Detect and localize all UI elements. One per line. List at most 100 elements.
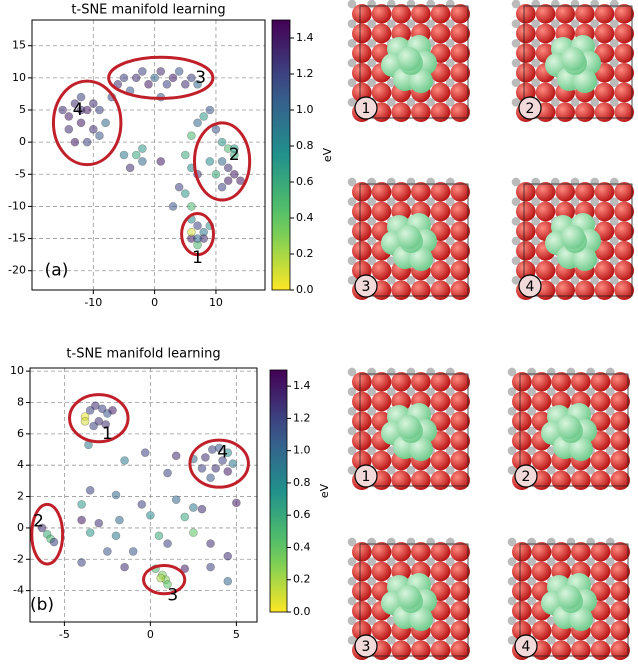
gap-atom (446, 197, 455, 206)
gap-atom (347, 367, 357, 377)
surface-atom (450, 581, 470, 602)
x-tick-label: 5 (233, 628, 240, 641)
point (206, 539, 215, 548)
point (140, 448, 150, 457)
surface-atom (516, 201, 536, 222)
gap-atom (347, 466, 357, 475)
gap-atom (446, 557, 455, 566)
gap-atom (511, 236, 521, 246)
structure-label: 4 (526, 279, 535, 295)
gap-atom (367, 217, 376, 226)
gap-atom (610, 217, 619, 226)
colorbar-tick-label: 0.4 (293, 540, 311, 553)
colorbar-tick-label: 1.2 (293, 411, 311, 424)
surface-atom (450, 280, 470, 300)
cluster-atom (557, 415, 581, 439)
surface-atom (516, 63, 536, 83)
point (85, 485, 95, 495)
gap-atom (606, 466, 615, 475)
point (223, 176, 233, 186)
surface-atom (430, 280, 451, 300)
gap-atom (347, 577, 357, 586)
gap-atom (531, 58, 540, 68)
surface-atom (411, 182, 431, 202)
cluster-ring (180, 212, 215, 257)
surface-atom (575, 182, 595, 202)
gap-atom (527, 407, 536, 416)
gap-atom (590, 19, 599, 28)
point (223, 163, 233, 173)
surface-atom (614, 82, 635, 103)
surface-atom (391, 542, 411, 562)
gap-atom (606, 557, 615, 566)
surface-atom (535, 4, 556, 24)
gap-atom (606, 446, 615, 455)
surface-atom (531, 391, 552, 412)
surface-atom (594, 102, 615, 122)
gap-atom (406, 276, 416, 285)
gap-atom (527, 596, 536, 606)
point (131, 73, 141, 83)
cluster-atom (557, 585, 581, 609)
point (137, 500, 147, 509)
surface-atom (571, 470, 591, 490)
gap-atom (406, 197, 416, 206)
cell-frame (359, 5, 469, 119)
gap-atom (507, 537, 517, 547)
gap-atom (551, 197, 560, 206)
point (171, 451, 181, 461)
surface-atom (411, 4, 431, 24)
point (85, 528, 95, 537)
x-tick-label: 10 (209, 296, 223, 309)
point (120, 562, 129, 572)
surface-atom (430, 102, 451, 122)
gap-atom (367, 78, 376, 87)
gap-atom (367, 256, 376, 265)
gap-atom (446, 577, 455, 586)
surface-atom (516, 182, 536, 202)
gap-atom (387, 197, 396, 206)
gap-atom (387, 19, 396, 28)
surface-atom (450, 23, 470, 44)
y-tick-label: 10 (12, 71, 26, 84)
surface-atom (430, 23, 451, 44)
point (77, 515, 86, 525)
colorbar-tick-label: 0.4 (296, 211, 314, 224)
gap-atom (426, 19, 435, 28)
point (214, 443, 224, 453)
surface-atom (352, 561, 372, 582)
y-tick-label: 0 (19, 135, 26, 148)
gap-atom (347, 78, 357, 87)
surface-atom (575, 280, 595, 300)
point (218, 456, 227, 465)
point (37, 523, 47, 533)
point (101, 118, 110, 128)
surface-atom (371, 450, 392, 471)
y-tick-label: -15 (8, 232, 26, 245)
gap-atom (347, 387, 357, 396)
surface-atom (430, 82, 451, 103)
surface-atom (352, 4, 372, 24)
surface-atom (430, 372, 451, 392)
surface-atom (391, 372, 411, 392)
surface-atom (535, 82, 556, 103)
gap-atom (547, 466, 556, 475)
surface-atom (430, 260, 451, 281)
cluster-atom (409, 247, 433, 271)
point (217, 182, 227, 192)
surface-atom (535, 23, 556, 44)
annotation: 4 (217, 443, 228, 463)
colorbar (269, 369, 288, 613)
gap-atom (586, 636, 595, 645)
gap-atom (446, 276, 455, 285)
gap-atom (347, 58, 357, 68)
gap-atom (511, 19, 521, 28)
surface-atom (555, 102, 576, 122)
point (70, 99, 80, 108)
point (103, 547, 112, 556)
point (193, 79, 202, 89)
point (80, 417, 90, 426)
surface-atom (371, 201, 392, 222)
gap-atom (347, 236, 357, 246)
gap-atom (606, 387, 615, 396)
